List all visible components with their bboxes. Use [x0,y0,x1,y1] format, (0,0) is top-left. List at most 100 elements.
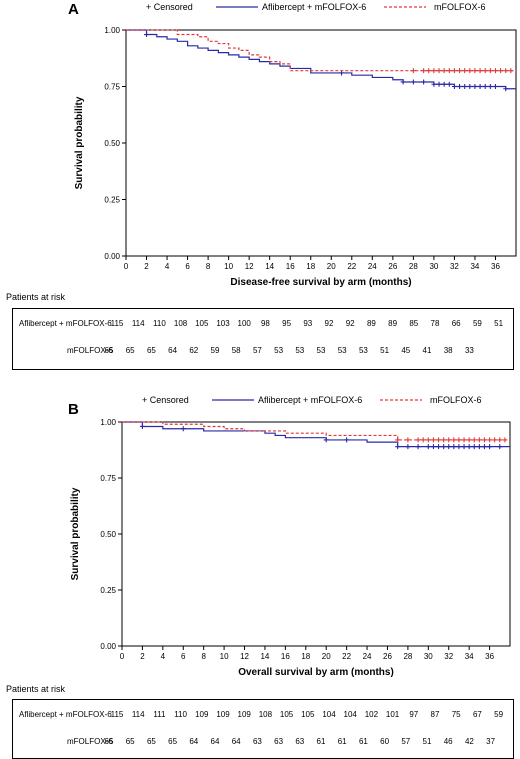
censor-mark-series1 [344,437,350,443]
series-line-1 [126,29,516,90]
censor-mark-series2 [503,68,509,74]
x-tick-label: 8 [206,262,211,271]
risk-value: 109 [195,710,209,719]
x-tick-label: 36 [491,262,500,271]
y-tick-label: 0.00 [100,642,116,651]
risk-value: 104 [344,710,358,719]
censor-mark-series2 [467,68,473,74]
censor-mark-series1 [503,86,509,92]
x-tick-label: 12 [245,262,254,271]
censor-mark-series1 [441,444,447,450]
x-tick-label: 2 [144,262,149,271]
censor-mark-series1 [441,81,447,87]
risk-title-b: Patients at risk [6,684,66,694]
x-tick-label: 22 [342,652,351,661]
censor-mark-series2 [405,437,411,443]
panel-a: A + Censored Aflibercept + mFOLFOX-6 mFOLFO… [0,0,520,372]
x-tick-label: 6 [181,652,186,661]
risk-value: 115 [111,319,124,328]
censor-mark-series1 [487,84,493,89]
risk-value: 53 [274,346,283,355]
censor-mark-series2 [395,437,401,443]
x-tick-label: 32 [444,652,453,661]
censor-mark-series2 [508,68,514,74]
censor-mark-series2 [426,68,432,74]
risk-value: 53 [295,346,304,355]
plot-frame [125,29,517,257]
risk-value: 63 [253,737,262,746]
y-tick-label: 0.25 [100,586,116,595]
censor-mark-series2 [436,68,442,74]
risk-value: 92 [325,319,334,328]
legend-label-series2: mFOLFOX-6 [434,2,486,12]
censor-mark-series2 [492,437,498,443]
censor-mark-series2 [461,437,467,443]
risk-value: 33 [465,346,474,355]
risk-value: 65 [105,737,114,746]
risk-value: 87 [431,710,440,719]
y-tick-label: 0.25 [104,196,120,205]
legend-censored: + Censored [142,395,189,405]
x-tick-label: 0 [120,652,125,661]
x-tick-label: 32 [450,262,459,271]
censor-mark-series1 [482,84,488,89]
censor-mark-series1 [462,84,468,89]
panel-letter: B [68,401,79,418]
risk-value: 65 [105,346,114,355]
risk-value: 61 [359,737,368,746]
risk-value: 63 [274,737,283,746]
y-tick-label: 0.75 [100,474,116,483]
censor-mark-series2 [446,68,452,74]
risk-value: 53 [359,346,368,355]
censor-mark-series1 [395,444,401,450]
risk-row-label: mFOLFOX-6 [67,346,113,355]
risk-value: 64 [189,737,198,746]
x-tick-label: 10 [224,262,233,271]
censor-mark-series1 [415,444,421,450]
risk-value: 63 [295,737,304,746]
censor-mark-series1 [431,81,437,87]
censor-mark-series1 [492,84,498,89]
censor-mark-series1 [405,444,411,450]
censor-mark-series2 [466,437,472,443]
censor-mark-series2 [441,437,447,443]
y-tick-label: 0.00 [104,252,120,261]
censor-mark-series1 [451,84,457,89]
legend-censored: + Censored [146,2,193,12]
censor-mark-series2 [498,68,504,74]
risk-table-a: Aflibercept + mFOLFOX-6 115 114 110 108 105 10… [12,308,514,370]
x-tick-label: 6 [185,262,190,271]
censor-mark-series2 [431,68,437,74]
risk-value: 109 [238,710,252,719]
risk-value: 92 [346,319,355,328]
risk-value: 100 [238,319,252,328]
risk-value: 108 [174,319,188,328]
x-tick-label: 36 [485,652,494,661]
risk-value: 62 [189,346,198,355]
risk-value: 110 [153,319,166,328]
censor-mark-series2 [446,437,452,443]
censor-mark-series1 [139,423,145,429]
censor-mark-series1 [487,444,493,450]
legend-label-series1: Aflibercept + mFOLFOX-6 [262,2,366,12]
risk-value: 110 [174,710,187,719]
censor-mark-series1 [436,444,442,450]
risk-value: 114 [132,319,145,328]
risk-title-a: Patients at risk [6,292,66,302]
risk-value: 104 [322,710,336,719]
risk-value: 38 [444,346,453,355]
x-tick-label: 20 [322,652,331,661]
censor-mark-series1 [144,32,150,38]
censor-mark-series2 [481,437,487,443]
censor-mark-series2 [502,437,508,443]
censor-mark-series1 [467,84,473,89]
risk-value: 105 [195,319,209,328]
risk-value: 64 [232,737,241,746]
y-tick-label: 1.00 [104,26,120,35]
x-tick-label: 12 [240,652,249,661]
risk-value: 65 [168,737,177,746]
risk-value: 61 [317,737,326,746]
censor-mark-series1 [180,426,186,432]
